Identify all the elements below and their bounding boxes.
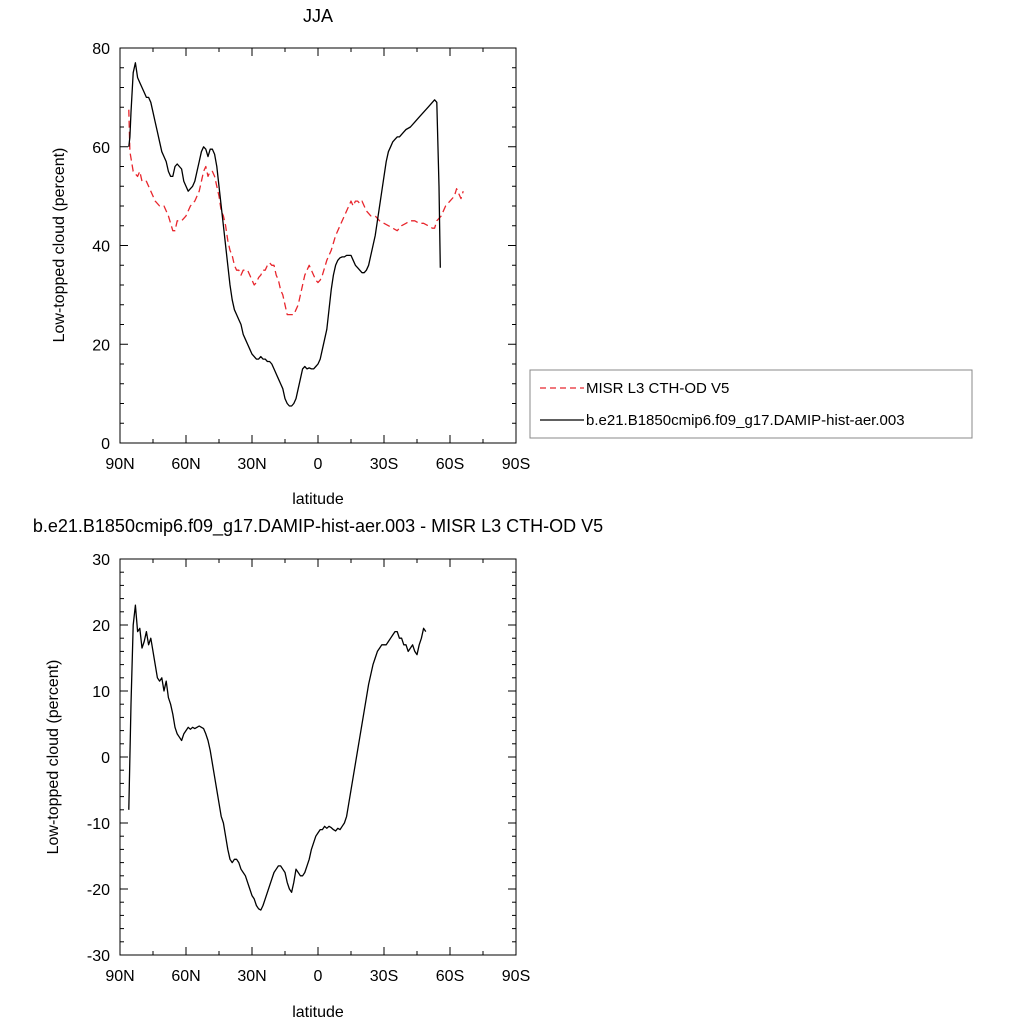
bottom-axis-ticks <box>119 558 517 956</box>
bottom-x-tick-label: 60N <box>171 968 200 985</box>
top-x-tick-label: 90N <box>105 456 134 473</box>
bottom-x-axis-label: latitude <box>292 1004 344 1021</box>
top-chart-title: JJA <box>303 6 333 26</box>
legend-box <box>529 369 973 439</box>
bottom-x-tick-labels: 90N 60N 30N 0 30S 60S 90S <box>105 968 530 985</box>
bottom-y-tick-label: 20 <box>92 618 110 635</box>
top-panel: JJA 90N 60N 30N 0 30S 60S 90S 0 20 40 60 80 latitu… <box>51 6 530 508</box>
bottom-y-axis-label: Low-topped cloud (percent) <box>45 660 62 855</box>
top-y-tick-label: 80 <box>92 41 110 58</box>
top-x-tick-label: 30N <box>237 456 266 473</box>
bottom-x-tick-label: 90S <box>502 968 530 985</box>
bottom-x-tick-label: 0 <box>314 968 323 985</box>
legend-label-model: b.e21.B1850cmip6.f09_g17.DAMIP-hist-aer.… <box>586 412 905 429</box>
top-plot-frame <box>119 47 517 444</box>
top-y-tick-label: 20 <box>92 337 110 354</box>
bottom-x-tick-label: 60S <box>436 968 464 985</box>
bottom-x-tick-label: 30N <box>237 968 266 985</box>
top-y-tick-label: 40 <box>92 239 110 256</box>
top-axis-ticks <box>119 47 517 444</box>
bottom-x-tick-label: 90N <box>105 968 134 985</box>
legend: MISR L3 CTH-OD V5 b.e21.B1850cmip6.f09_g… <box>529 369 973 439</box>
top-x-tick-label: 90S <box>502 456 530 473</box>
top-series-line-model <box>128 62 441 407</box>
top-x-tick-labels: 90N 60N 30N 0 30S 60S 90S <box>105 456 530 473</box>
bottom-plot-frame <box>119 558 517 956</box>
legend-label-misr: MISR L3 CTH-OD V5 <box>586 380 729 397</box>
bottom-y-tick-label: 0 <box>101 750 110 767</box>
bottom-chart-title: b.e21.B1850cmip6.f09_g17.DAMIP-hist-aer.… <box>33 516 603 537</box>
bottom-series-line-difference <box>128 604 427 911</box>
bottom-panel: b.e21.B1850cmip6.f09_g17.DAMIP-hist-aer.… <box>33 516 603 1021</box>
top-series-line-misr <box>128 109 464 316</box>
top-x-tick-label: 60N <box>171 456 200 473</box>
bottom-x-tick-label: 30S <box>370 968 398 985</box>
bottom-series-lines <box>128 604 427 911</box>
bottom-y-tick-label: -30 <box>87 948 110 965</box>
bottom-y-tick-label: -20 <box>87 882 110 899</box>
bottom-y-tick-label: -10 <box>87 816 110 833</box>
bottom-y-tick-label: 10 <box>92 684 110 701</box>
top-y-axis-label: Low-topped cloud (percent) <box>51 148 68 343</box>
top-y-tick-labels: 0 20 40 60 80 <box>92 41 110 453</box>
bottom-y-tick-labels: -30 -20 -10 0 10 20 30 <box>87 552 110 965</box>
top-x-tick-label: 30S <box>370 456 398 473</box>
bottom-y-tick-label: 30 <box>92 552 110 569</box>
top-x-axis-label: latitude <box>292 491 344 508</box>
top-y-tick-label: 60 <box>92 140 110 157</box>
top-y-tick-label: 0 <box>101 436 110 453</box>
top-x-tick-label: 0 <box>314 456 323 473</box>
top-series-lines <box>128 62 464 407</box>
top-x-tick-label: 60S <box>436 456 464 473</box>
